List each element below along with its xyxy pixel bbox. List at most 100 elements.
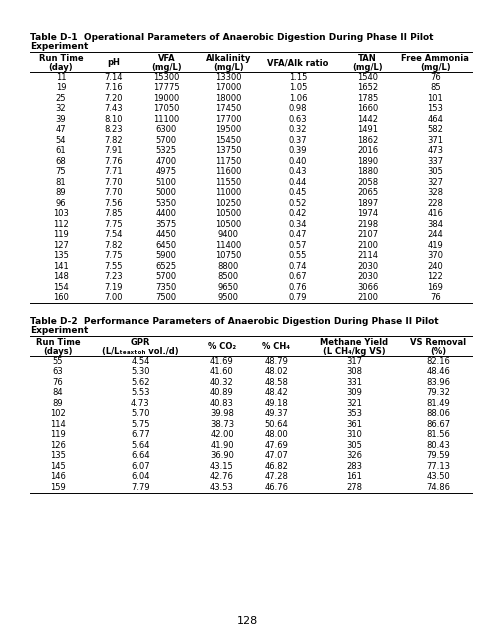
Text: 19500: 19500 [215,125,242,134]
Text: 0.98: 0.98 [289,104,307,113]
Text: 1890: 1890 [357,157,378,166]
Text: 6525: 6525 [156,262,177,271]
Text: 15450: 15450 [215,136,242,145]
Text: 1442: 1442 [357,115,378,124]
Text: 18000: 18000 [215,93,242,103]
Text: 46.82: 46.82 [264,461,288,471]
Text: 5100: 5100 [156,178,177,187]
Text: 79.32: 79.32 [426,388,450,397]
Text: 5.70: 5.70 [131,409,149,419]
Text: 55: 55 [53,356,63,365]
Text: 50.64: 50.64 [264,420,288,429]
Text: 2030: 2030 [357,272,378,281]
Text: 1897: 1897 [357,199,378,208]
Text: 119: 119 [50,430,66,439]
Text: 0.44: 0.44 [289,178,307,187]
Text: 81.56: 81.56 [426,430,450,439]
Text: 8.10: 8.10 [104,115,123,124]
Text: 42.00: 42.00 [210,430,234,439]
Text: 1974: 1974 [357,209,378,218]
Text: 8.23: 8.23 [104,125,123,134]
Text: 10500: 10500 [215,220,242,228]
Text: 5325: 5325 [156,147,177,156]
Text: 17450: 17450 [215,104,242,113]
Text: 310: 310 [346,430,362,439]
Text: 2107: 2107 [357,230,378,239]
Text: 6.77: 6.77 [131,430,150,439]
Text: 83.96: 83.96 [426,378,450,387]
Text: 135: 135 [50,451,66,460]
Text: 148: 148 [53,272,69,281]
Text: 48.02: 48.02 [264,367,288,376]
Text: 49.18: 49.18 [264,399,288,408]
Text: 9500: 9500 [218,293,239,302]
Text: 4975: 4975 [156,167,177,176]
Text: 13300: 13300 [215,73,242,82]
Text: Alkalinity: Alkalinity [205,54,251,63]
Text: 7.76: 7.76 [104,157,123,166]
Text: 5.75: 5.75 [131,420,149,429]
Text: 127: 127 [53,241,69,250]
Text: 13750: 13750 [215,147,242,156]
Text: 419: 419 [427,241,443,250]
Text: 89: 89 [55,188,66,197]
Text: 327: 327 [427,178,444,187]
Text: 7.71: 7.71 [104,167,123,176]
Text: 19000: 19000 [153,93,180,103]
Text: Table D-2  Performance Parameters of Anaerobic Digestion During Phase II Pilot: Table D-2 Performance Parameters of Anae… [30,317,439,326]
Text: 48.00: 48.00 [264,430,288,439]
Text: 9650: 9650 [218,283,239,292]
Text: 84: 84 [52,388,63,397]
Text: 47.69: 47.69 [264,441,288,450]
Text: 5.64: 5.64 [131,441,149,450]
Text: 5.53: 5.53 [131,388,149,397]
Text: 464: 464 [427,115,443,124]
Text: 7.85: 7.85 [104,209,123,218]
Text: 5700: 5700 [156,272,177,281]
Text: 135: 135 [53,252,69,260]
Text: 159: 159 [50,483,66,492]
Text: 283: 283 [346,461,362,471]
Text: 11600: 11600 [215,167,242,176]
Text: 7.82: 7.82 [104,136,123,145]
Text: VS Removal: VS Removal [410,338,466,347]
Text: 1785: 1785 [357,93,378,103]
Text: 353: 353 [346,409,362,419]
Text: 17000: 17000 [215,83,242,92]
Text: 2030: 2030 [357,262,378,271]
Text: (day): (day) [49,63,73,72]
Text: 2100: 2100 [357,293,378,302]
Text: 43.15: 43.15 [210,461,234,471]
Text: 0.52: 0.52 [289,199,307,208]
Text: 76: 76 [430,73,441,82]
Text: 5700: 5700 [156,136,177,145]
Text: (days): (days) [43,347,73,356]
Text: 7.91: 7.91 [104,147,123,156]
Text: GPR: GPR [131,338,150,347]
Text: 7.82: 7.82 [104,241,123,250]
Text: 7.70: 7.70 [104,188,123,197]
Text: 0.79: 0.79 [289,293,307,302]
Text: 11: 11 [55,73,66,82]
Text: 47: 47 [55,125,66,134]
Text: 9400: 9400 [218,230,239,239]
Text: 2065: 2065 [357,188,378,197]
Text: 43.53: 43.53 [210,483,234,492]
Text: 7.14: 7.14 [104,73,123,82]
Text: 0.37: 0.37 [289,136,307,145]
Text: 3066: 3066 [357,283,378,292]
Text: 0.57: 0.57 [289,241,307,250]
Text: 101: 101 [427,93,443,103]
Text: 0.42: 0.42 [289,209,307,218]
Text: 41.90: 41.90 [210,441,234,450]
Text: 76: 76 [430,293,441,302]
Text: 6.04: 6.04 [131,472,149,481]
Text: 0.76: 0.76 [289,283,307,292]
Text: 10750: 10750 [215,252,242,260]
Text: 5350: 5350 [156,199,177,208]
Text: % CO₂: % CO₂ [208,342,236,351]
Text: 0.40: 0.40 [289,157,307,166]
Text: 473: 473 [427,147,444,156]
Text: 370: 370 [427,252,444,260]
Text: 36.90: 36.90 [210,451,234,460]
